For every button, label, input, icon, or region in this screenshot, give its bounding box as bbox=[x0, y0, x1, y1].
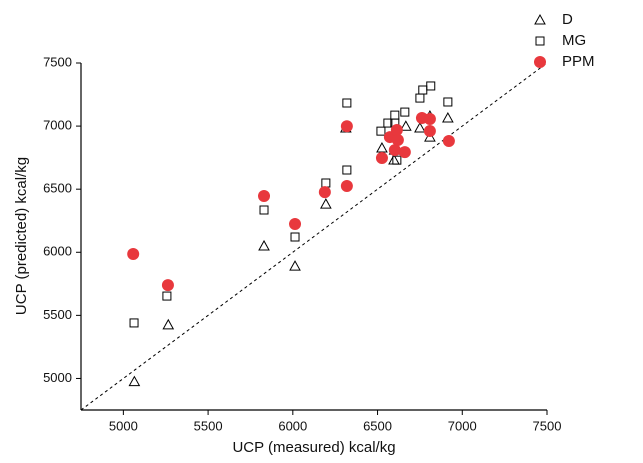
point bbox=[289, 260, 301, 271]
point bbox=[162, 291, 172, 301]
point bbox=[391, 133, 404, 146]
x-tick-label: 6000 bbox=[278, 418, 307, 433]
point bbox=[424, 131, 436, 142]
point bbox=[415, 93, 425, 103]
point bbox=[390, 110, 400, 120]
point bbox=[289, 218, 302, 231]
point bbox=[340, 180, 353, 193]
point bbox=[443, 97, 453, 107]
point bbox=[128, 375, 141, 387]
point bbox=[259, 205, 269, 215]
point bbox=[258, 239, 270, 251]
point bbox=[376, 126, 386, 136]
reference-line bbox=[80, 62, 548, 411]
point bbox=[342, 165, 352, 175]
x-tick-label: 5000 bbox=[109, 418, 138, 433]
point bbox=[426, 81, 436, 91]
legend-marker bbox=[534, 13, 546, 25]
point bbox=[376, 142, 388, 153]
point bbox=[161, 279, 174, 292]
x-axis-title: UCP (measured) kcal/kg bbox=[232, 439, 395, 456]
x-tick-label: 7000 bbox=[448, 418, 477, 433]
legend-label: D bbox=[562, 11, 573, 28]
point bbox=[399, 120, 412, 131]
y-axis-title: UCP (predicted) kcal/kg bbox=[13, 157, 30, 315]
point bbox=[127, 248, 140, 261]
point bbox=[320, 198, 332, 209]
point bbox=[321, 178, 331, 188]
y-tick-label: 7500 bbox=[43, 54, 72, 69]
legend-marker bbox=[534, 56, 546, 68]
legend-label: MG bbox=[562, 32, 586, 49]
point bbox=[390, 124, 403, 137]
point bbox=[423, 125, 436, 138]
point bbox=[342, 98, 352, 108]
point bbox=[258, 189, 271, 202]
y-tick-label: 6000 bbox=[43, 244, 72, 259]
point bbox=[290, 232, 300, 242]
x-tick-label: 7500 bbox=[533, 418, 562, 433]
point bbox=[392, 155, 402, 165]
point bbox=[423, 113, 436, 126]
y-tick-label: 6500 bbox=[43, 181, 72, 196]
point bbox=[318, 186, 331, 199]
point bbox=[388, 144, 401, 157]
point bbox=[398, 146, 411, 159]
point bbox=[340, 120, 353, 133]
point bbox=[383, 118, 393, 128]
y-tick-label: 7000 bbox=[43, 118, 72, 133]
y-tick-label: 5000 bbox=[43, 370, 72, 385]
legend-label: PPM bbox=[562, 53, 595, 70]
point bbox=[442, 134, 455, 147]
y-tick-label: 5500 bbox=[43, 307, 72, 322]
x-tick-label: 6500 bbox=[363, 418, 392, 433]
point bbox=[442, 111, 454, 123]
point bbox=[375, 152, 388, 165]
point bbox=[162, 318, 175, 330]
point bbox=[129, 318, 139, 328]
point bbox=[418, 85, 428, 95]
x-tick-label: 5500 bbox=[194, 418, 223, 433]
legend-marker bbox=[535, 36, 545, 46]
point bbox=[414, 121, 426, 133]
point bbox=[400, 107, 410, 117]
